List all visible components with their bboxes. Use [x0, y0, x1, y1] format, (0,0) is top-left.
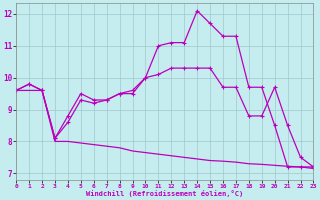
X-axis label: Windchill (Refroidissement éolien,°C): Windchill (Refroidissement éolien,°C) — [86, 190, 244, 197]
